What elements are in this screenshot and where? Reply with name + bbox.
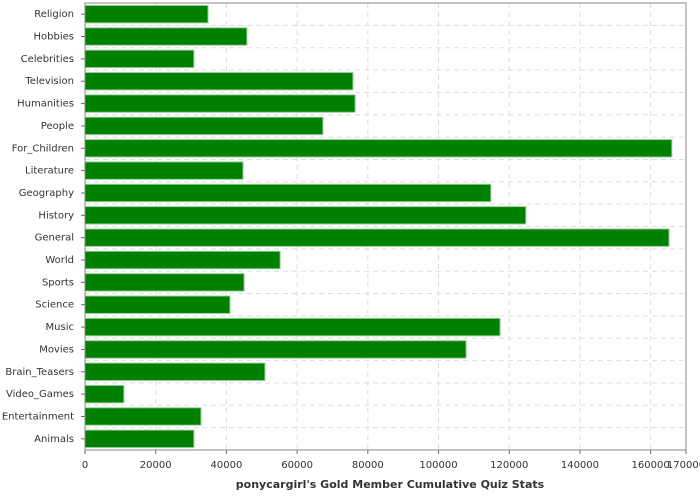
bar: [84, 4, 209, 24]
y-tick-label: Humanities: [17, 99, 74, 110]
bar: [84, 384, 125, 404]
y-tick-label: For_Children: [12, 143, 74, 154]
x-tick-label: 60000: [281, 460, 313, 471]
bar: [84, 27, 248, 46]
x-tick-label: 80000: [352, 460, 384, 471]
y-tick-label: Animals: [34, 434, 74, 445]
y-tick-label: Religion: [34, 9, 74, 20]
y-tick-label: Video_Games: [6, 389, 74, 400]
x-axis-title: ponycargirl's Gold Member Cumulative Qui…: [236, 478, 545, 491]
y-tick-label: Brain_Teasers: [5, 367, 74, 378]
y-tick-label: World: [45, 255, 74, 266]
bar: [84, 116, 324, 136]
bar: [84, 273, 245, 292]
y-tick-label: Science: [35, 300, 74, 311]
y-tick-label: Literature: [25, 166, 74, 177]
x-tick-label: 170000: [667, 460, 700, 471]
x-tick-label: 160000: [632, 460, 670, 471]
bar: [84, 362, 266, 381]
y-tick-label: Celebrities: [21, 54, 74, 65]
bar: [84, 72, 354, 91]
bar: [84, 340, 467, 359]
x-tick-label: 40000: [211, 460, 243, 471]
x-tick-label: 0: [82, 460, 88, 471]
bar: [84, 183, 492, 203]
bar: [84, 94, 356, 113]
y-tick-label: History: [38, 210, 74, 221]
bar: [84, 429, 195, 449]
x-tick-label: 20000: [140, 460, 172, 471]
y-tick-label: General: [35, 233, 74, 244]
bar: [84, 161, 244, 180]
plot-border: [84, 2, 687, 451]
x-tick-label: 140000: [561, 460, 599, 471]
bar: [84, 49, 195, 69]
bar: [84, 295, 231, 314]
bar: [84, 228, 670, 247]
y-tick-label: Sports: [42, 277, 74, 288]
bar: [84, 206, 527, 225]
y-tick-label: Hobbies: [34, 32, 74, 43]
bar: [84, 139, 673, 158]
y-tick-label: Music: [46, 322, 74, 333]
bar: [84, 317, 501, 337]
x-tick-label: 100000: [419, 460, 457, 471]
x-tick-label: 120000: [490, 460, 528, 471]
bar: [84, 250, 281, 270]
y-tick-label: People: [41, 121, 74, 132]
y-tick-label: Television: [24, 76, 74, 87]
y-tick-label: Entertainment: [2, 411, 74, 422]
y-tick-label: Movies: [39, 344, 74, 355]
y-tick-label: Geography: [19, 188, 74, 199]
bar: [84, 407, 202, 426]
